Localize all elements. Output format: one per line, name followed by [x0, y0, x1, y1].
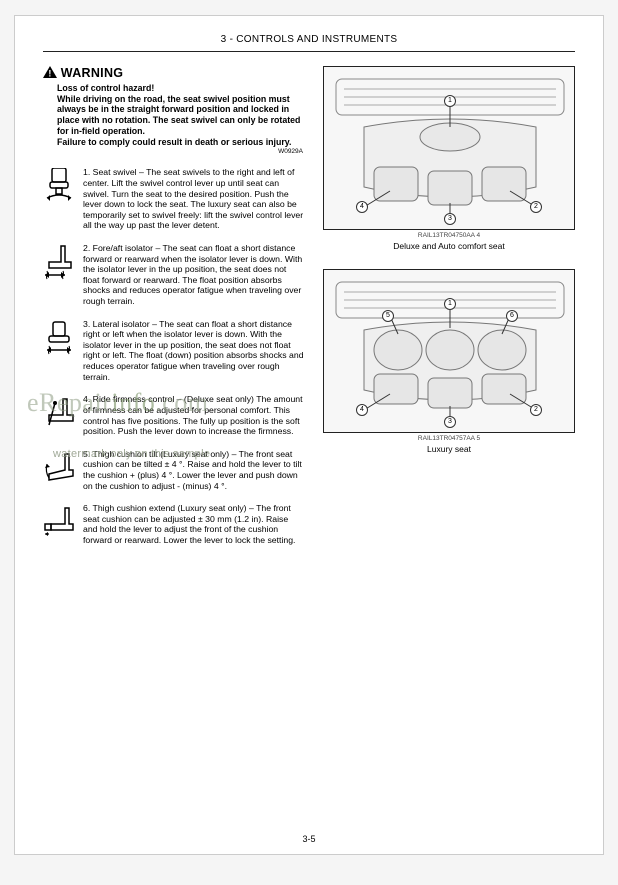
- callout: 1: [444, 298, 456, 310]
- figure-caption: Deluxe and Auto comfort seat: [323, 241, 575, 251]
- callout: 2: [530, 404, 542, 416]
- warning-code: W0929A: [43, 148, 305, 155]
- content-columns: ! WARNING Loss of control hazard! While …: [43, 66, 575, 546]
- warning-body: Loss of control hazard! While driving on…: [43, 83, 305, 147]
- item-row: 3. Lateral isolator – The seat can float…: [43, 319, 305, 383]
- lateral-isolator-icon: [43, 319, 77, 383]
- figure-subcaption: RAIL13TR04757AA 5: [323, 435, 575, 442]
- warning-text-1: While driving on the road, the seat swiv…: [57, 94, 305, 137]
- manual-page: 3 - CONTROLS AND INSTRUMENTS ! WARNING L…: [14, 15, 604, 855]
- warning-text-2: Failure to comply could result in death …: [57, 137, 305, 148]
- figure-2-wrap: 1 2 3 4 5 6 RAIL13TR04757AA 5 Luxury sea…: [323, 269, 575, 454]
- svg-text:!: !: [48, 69, 51, 79]
- thigh-extend-icon: [43, 503, 77, 545]
- item-text: 3. Lateral isolator – The seat can float…: [83, 319, 305, 383]
- fore-aft-isolator-icon: [43, 243, 77, 307]
- item-text: 1. Seat swivel – The seat swivels to the…: [83, 167, 305, 231]
- callout: 3: [444, 213, 456, 225]
- callout: 6: [506, 310, 518, 322]
- figure-caption: Luxury seat: [323, 444, 575, 454]
- warning-heading: ! WARNING: [43, 66, 305, 81]
- item-text: 6. Thigh cushion extend (Luxury seat onl…: [83, 503, 305, 545]
- callout: 4: [356, 201, 368, 213]
- warning-triangle-icon: !: [43, 66, 57, 81]
- item-text: 2. Fore/aft isolator – The seat can floa…: [83, 243, 305, 307]
- watermark-brand: eRepairinfo.com: [27, 388, 209, 418]
- watermark-note: watermark only on this sample: [53, 448, 210, 460]
- chapter-header: 3 - CONTROLS AND INSTRUMENTS: [43, 34, 575, 45]
- callout: 5: [382, 310, 394, 322]
- callout: 2: [530, 201, 542, 213]
- callout: 3: [444, 416, 456, 428]
- page-number: 3-5: [15, 834, 603, 844]
- item-row: 2. Fore/aft isolator – The seat can floa…: [43, 243, 305, 307]
- item-row: 1. Seat swivel – The seat swivels to the…: [43, 167, 305, 231]
- callout: 1: [444, 95, 456, 107]
- left-column: ! WARNING Loss of control hazard! While …: [43, 66, 305, 546]
- seat-swivel-icon: [43, 167, 77, 231]
- right-column: 1 2 3 4 RAIL13TR04750AA 4 Deluxe and Aut…: [323, 66, 575, 546]
- callout: 4: [356, 404, 368, 416]
- figure-luxury-seat: 1 2 3 4 5 6: [323, 269, 575, 433]
- item-row: 6. Thigh cushion extend (Luxury seat onl…: [43, 503, 305, 545]
- warning-title: Loss of control hazard!: [57, 83, 305, 94]
- warning-heading-text: WARNING: [61, 66, 124, 80]
- figure-deluxe-seat: 1 2 3 4: [323, 66, 575, 230]
- header-rule: [43, 51, 575, 52]
- figure-subcaption: RAIL13TR04750AA 4: [323, 232, 575, 239]
